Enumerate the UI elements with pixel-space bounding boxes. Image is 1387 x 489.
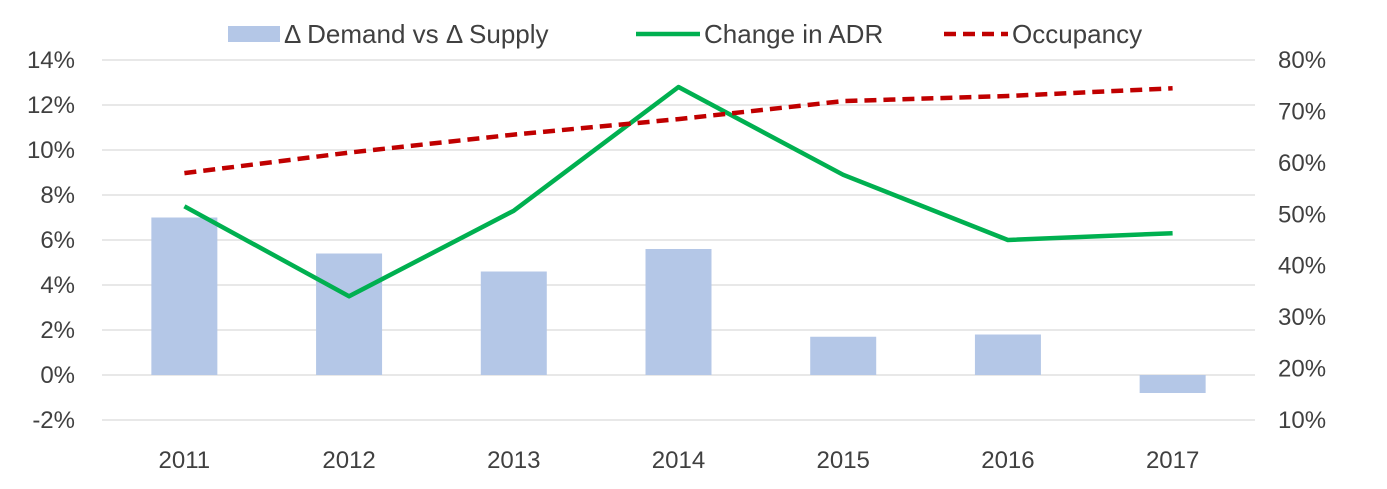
y-axis-left: -2% 0% 2% 4% 6% 8% 10% 12% 14% <box>27 47 75 434</box>
y-right-tick-label: 20% <box>1278 356 1326 383</box>
y-left-tick-label: 4% <box>40 272 75 299</box>
y-right-tick-label: 40% <box>1278 253 1326 280</box>
y-left-tick-label: 0% <box>40 362 75 389</box>
line-occupancy <box>184 86 1173 176</box>
bar <box>810 336 877 375</box>
y-right-tick-label: 80% <box>1278 47 1326 74</box>
bar-series <box>151 217 1206 393</box>
legend-label: Δ Demand vs Δ Supply <box>284 19 549 49</box>
bar <box>1139 375 1206 393</box>
y-left-tick-label: 12% <box>27 92 75 119</box>
y-left-tick-label: 8% <box>40 182 75 209</box>
y-right-tick-label: 30% <box>1278 304 1326 331</box>
y-left-tick-label: 10% <box>27 137 75 164</box>
y-left-tick-label: 2% <box>40 317 75 344</box>
legend-label: Occupancy <box>1012 19 1142 49</box>
y-right-tick-label: 60% <box>1278 150 1326 177</box>
y-right-tick-label: 10% <box>1278 407 1326 434</box>
x-axis: 2011 2012 2013 2014 2015 2016 2017 <box>159 447 1200 474</box>
bar <box>480 271 547 375</box>
x-tick-label: 2012 <box>322 447 375 474</box>
y-left-tick-label: 6% <box>40 227 75 254</box>
gridlines <box>102 59 1255 421</box>
legend-swatch-bar <box>228 26 280 42</box>
y-right-tick-label: 50% <box>1278 201 1326 228</box>
line-change-in-adr <box>183 84 1173 299</box>
x-tick-label: 2017 <box>1146 447 1199 474</box>
x-tick-label: 2013 <box>487 447 540 474</box>
x-tick-label: 2015 <box>817 447 870 474</box>
legend-label: Change in ADR <box>704 19 883 49</box>
bar <box>151 217 218 375</box>
bar <box>645 249 712 375</box>
y-axis-right: 10% 20% 30% 40% 50% 60% 70% 80% <box>1278 47 1326 434</box>
y-right-tick-label: 70% <box>1278 98 1326 125</box>
bar <box>316 253 383 375</box>
line-series <box>183 84 1173 299</box>
x-tick-label: 2011 <box>159 447 211 474</box>
x-tick-label: 2016 <box>981 447 1034 474</box>
y-left-tick-label: -2% <box>32 407 75 434</box>
legend: Δ Demand vs Δ Supply Change in ADR Occupan… <box>228 19 1142 49</box>
x-tick-label: 2014 <box>652 447 705 474</box>
y-left-tick-label: 14% <box>27 47 75 74</box>
bar <box>974 334 1041 375</box>
